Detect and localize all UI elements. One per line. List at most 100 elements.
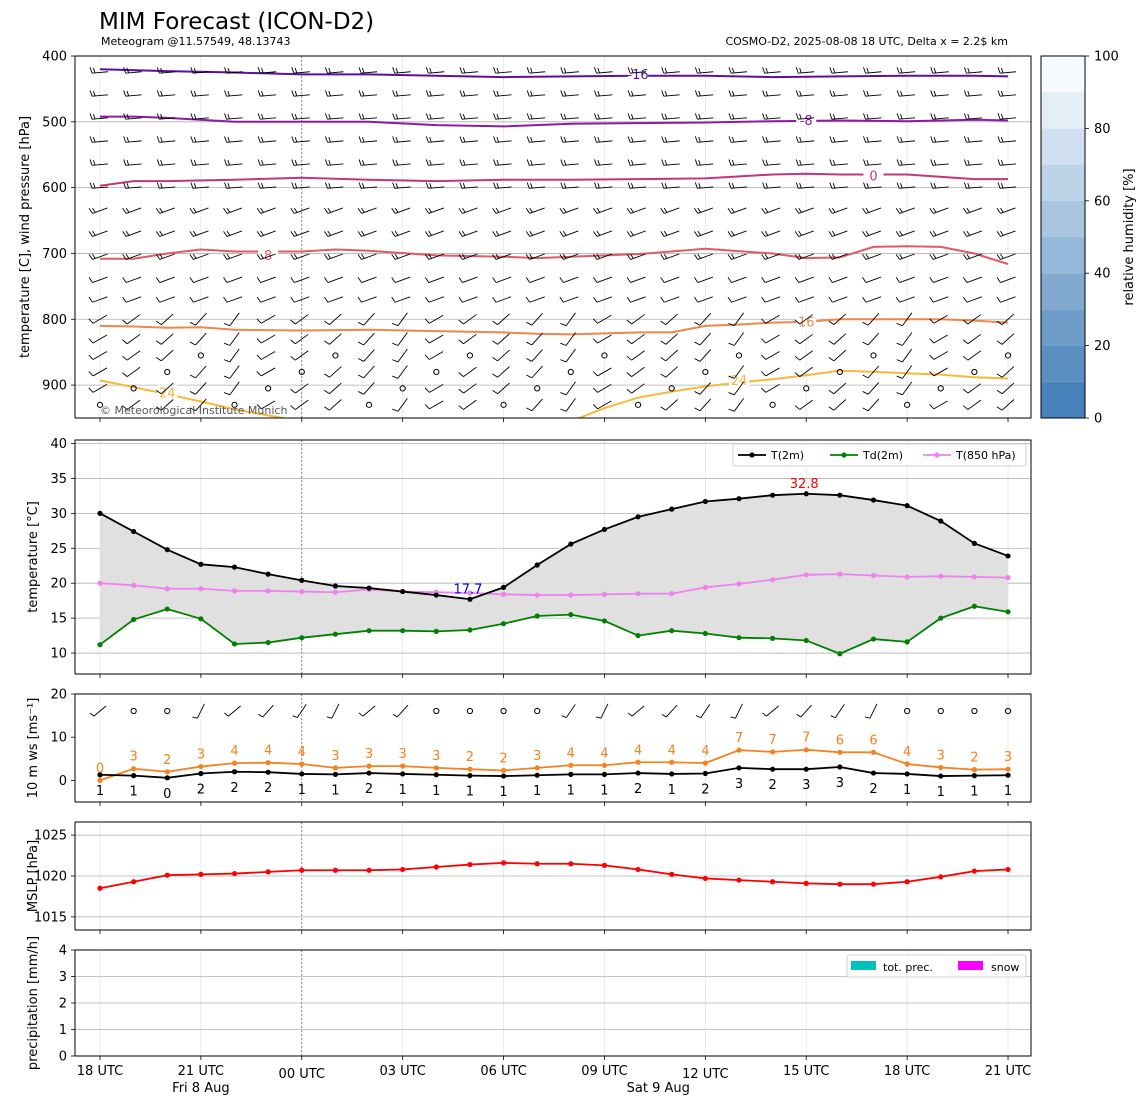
wind-barb-flag	[962, 319, 969, 325]
wind-barb	[391, 207, 411, 214]
wind-barb-shaft	[833, 399, 847, 411]
wind-barb-flag	[429, 136, 432, 143]
wind-barb-flag	[626, 372, 632, 377]
wind-barb-flag	[996, 231, 1001, 237]
wind-barb-flag	[358, 159, 362, 166]
wind-series-point	[938, 773, 944, 779]
wind-barb	[592, 334, 612, 344]
wind-barb-shaft	[798, 276, 814, 283]
wind-barb-flag	[392, 67, 396, 74]
wind-barb-shaft	[363, 313, 375, 326]
wind-barb-flag	[290, 319, 296, 325]
wind-barb-flag	[626, 208, 631, 214]
wind-barb-shaft	[563, 207, 579, 214]
wind-barb	[661, 113, 680, 120]
wind-barb-shaft	[764, 296, 781, 303]
wind-barb-flag	[125, 253, 130, 259]
wind-barb-flag	[193, 183, 197, 189]
wind-barb-flag	[929, 338, 935, 344]
wind-barb-flag	[828, 208, 833, 214]
series-point	[467, 627, 473, 633]
wind-barb-flag	[597, 67, 600, 74]
wind-barb	[761, 314, 780, 324]
series-point	[332, 583, 339, 589]
wind-barb-flag	[155, 389, 162, 395]
wind-barb-flag	[260, 230, 264, 236]
wind-barb-flag	[357, 208, 362, 214]
wind-barb-shaft	[462, 230, 478, 237]
series-point	[736, 635, 742, 641]
wind-barb	[224, 159, 243, 166]
wind-barb-flag	[496, 90, 500, 97]
wind-barb-flag	[762, 159, 766, 166]
wind-barb-shaft	[260, 296, 276, 303]
wind-barb	[930, 182, 949, 189]
wind-series-point	[601, 762, 608, 768]
calm-wind-circle	[634, 401, 642, 408]
series-point	[803, 637, 809, 644]
wind-barb	[123, 67, 142, 74]
wind-barb	[156, 90, 176, 97]
wind-barb-flag	[358, 358, 364, 362]
colorbar-tick-label: 80	[1094, 122, 1111, 137]
series-point	[433, 628, 439, 634]
wind-barb-flag	[429, 113, 432, 120]
wind-barb	[189, 296, 209, 303]
wind-barb	[694, 332, 712, 346]
wind-barb-flag	[358, 341, 364, 346]
wind-barb-flag	[731, 67, 735, 74]
wind-barb-flag	[291, 136, 295, 143]
wind-barb	[863, 136, 882, 143]
wind-barb-flag	[798, 253, 802, 259]
wind-barb-shaft	[229, 312, 240, 327]
wind-barb-flag	[428, 253, 432, 259]
wind-barb	[728, 90, 747, 97]
wind-barb-shaft	[497, 349, 510, 362]
gust-value-label: 2	[970, 751, 978, 766]
wind-barb	[761, 334, 780, 344]
wind-barb	[425, 182, 445, 189]
wind-barb	[392, 332, 408, 346]
wind-barb-flag	[392, 713, 398, 718]
wind-barb	[962, 314, 982, 325]
y-tick-label: 1020	[34, 870, 67, 885]
wind-barb	[828, 253, 848, 260]
y-tick-label: 40	[50, 437, 67, 452]
wind-barb-flag	[731, 90, 735, 97]
wind-barb-shaft	[933, 367, 948, 377]
wind-barb-flag	[693, 296, 699, 303]
wind-barb-flag	[361, 230, 365, 236]
wind-barb-flag	[324, 320, 330, 325]
wind-barb	[458, 333, 477, 345]
mslp-point	[500, 860, 507, 866]
wind-barb	[458, 383, 477, 394]
wind-barb-flag	[1000, 207, 1004, 213]
wind-barb-flag	[761, 208, 766, 214]
wind-barb-flag	[996, 340, 1003, 345]
contour-label-bg	[863, 167, 884, 183]
wind-barb	[561, 704, 576, 719]
wind-barb-flag	[493, 136, 497, 143]
wind-barb-flag	[963, 159, 967, 166]
wind-barb-shaft	[764, 276, 781, 283]
calm-wind-circle	[433, 368, 440, 376]
wind-barb-shaft	[833, 349, 847, 362]
contour-label-bg	[628, 66, 649, 82]
wind-barb-flag	[731, 230, 735, 236]
wind-barb	[223, 381, 240, 396]
wind-barb-shaft	[428, 276, 444, 283]
colorbar-band	[1041, 164, 1085, 201]
wind-barb-flag	[560, 359, 567, 363]
wind-barb-flag	[731, 183, 735, 189]
wind-barb-shaft	[731, 253, 747, 260]
wind-barb	[392, 136, 411, 143]
series-point	[534, 562, 540, 568]
wind-barb-flag	[160, 136, 163, 143]
wind-barb-flag	[159, 230, 163, 236]
calm-wind-circle	[1004, 707, 1012, 715]
wind-barb-shaft	[363, 349, 375, 362]
wind-barb	[156, 113, 176, 120]
wind-barb	[660, 230, 680, 237]
wind-barb-flag	[731, 136, 735, 143]
wind-barb-flag	[798, 207, 802, 213]
